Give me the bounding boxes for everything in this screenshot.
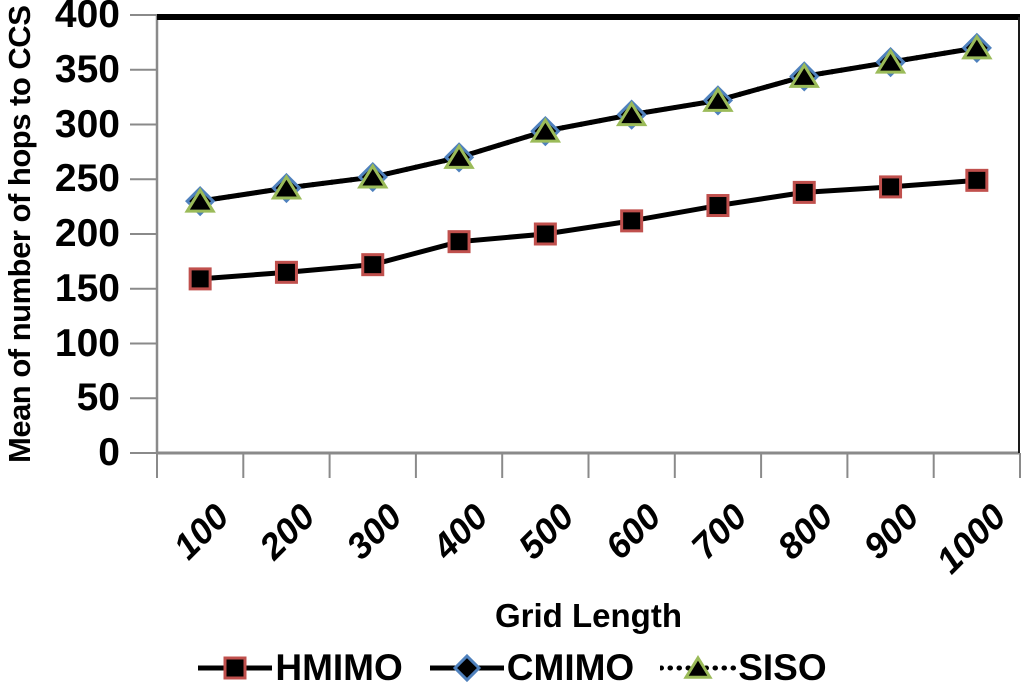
legend-label-hmimo: HMIMO bbox=[275, 647, 403, 688]
legend-item-siso: SISO bbox=[660, 646, 827, 690]
chart-legend: HMIMO CMIMO SISO bbox=[0, 643, 1024, 693]
y-tick-label: 250 bbox=[54, 157, 120, 201]
y-tick-label: 350 bbox=[54, 47, 120, 91]
cmimo-line-marker-icon bbox=[429, 653, 504, 683]
y-tick-label: 50 bbox=[76, 376, 120, 420]
legend-label-siso: SISO bbox=[738, 647, 827, 688]
x-tick-label: 1000 bbox=[927, 495, 1014, 582]
x-tick-label: 200 bbox=[251, 495, 324, 568]
plot-canvas bbox=[130, 14, 1021, 478]
x-tick-label: 500 bbox=[510, 495, 582, 568]
y-tick-label: 0 bbox=[98, 431, 120, 474]
x-tick-label: 400 bbox=[424, 495, 496, 568]
x-tick-label: 600 bbox=[596, 495, 669, 568]
x-tick-label: 300 bbox=[337, 495, 410, 568]
hmimo-line-marker-icon bbox=[198, 656, 273, 680]
x-axis-title: Grid Length bbox=[495, 597, 682, 634]
plot-area bbox=[130, 13, 1021, 478]
x-tick-label: 100 bbox=[165, 495, 237, 568]
legend-item-hmimo: HMIMO bbox=[197, 646, 403, 690]
siso-line-marker-icon bbox=[660, 655, 737, 679]
y-tick-label: 200 bbox=[54, 212, 120, 255]
x-tick-label: 900 bbox=[855, 495, 928, 568]
y-tick-label: 100 bbox=[54, 321, 120, 365]
legend-label-cmimo: CMIMO bbox=[506, 647, 635, 688]
x-tick-label: 700 bbox=[683, 495, 755, 568]
legend-item-cmimo: CMIMO bbox=[429, 646, 634, 690]
y-tick-label: 300 bbox=[54, 102, 120, 146]
y-tick-label: 150 bbox=[54, 266, 120, 310]
y-tick-label: 400 bbox=[54, 0, 120, 36]
x-tick-label: 800 bbox=[769, 495, 841, 568]
